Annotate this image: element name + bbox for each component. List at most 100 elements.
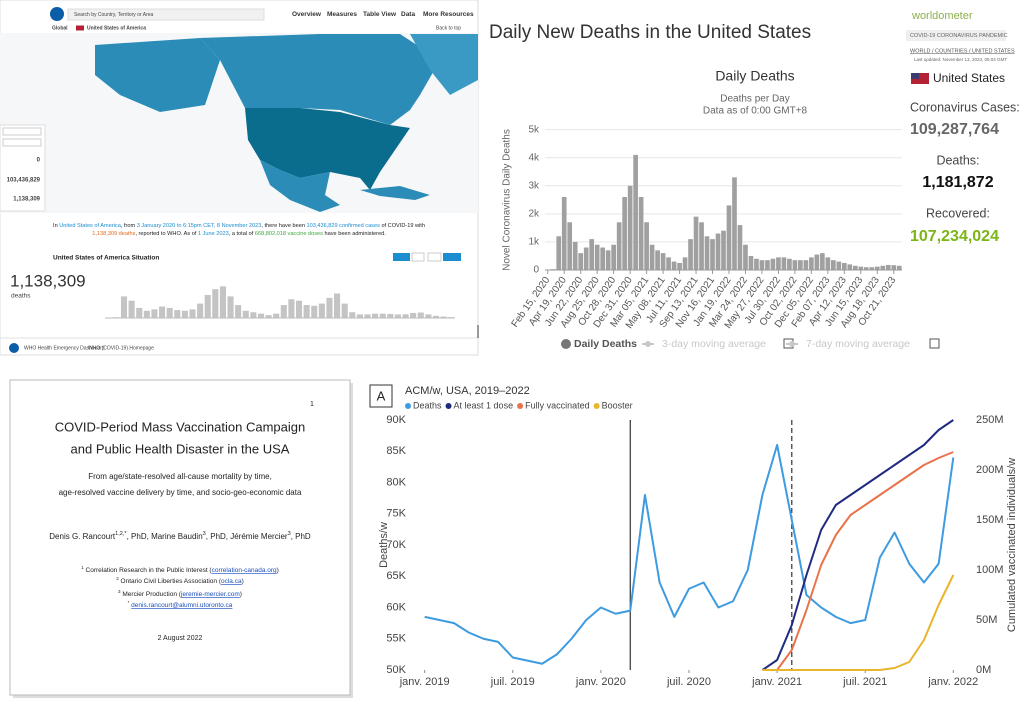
- bar: [394, 314, 401, 318]
- bar: [561, 197, 567, 270]
- chart-title: Daily Deaths: [715, 68, 794, 84]
- y-axis-label: Deaths/w: [378, 522, 390, 568]
- bar: [578, 253, 584, 270]
- paper-title: COVID-Period Mass Vaccination Campaign: [55, 419, 305, 434]
- toggle[interactable]: [443, 253, 461, 261]
- deaths: 1,181,872: [922, 174, 993, 191]
- legend-label[interactable]: Fully vaccinated: [525, 400, 590, 410]
- paper-authors: Denis G. Rancourt1,2,*, PhD, Marine Baud…: [49, 531, 311, 541]
- bar: [754, 258, 759, 270]
- legend-label[interactable]: At least 1 dose: [454, 400, 514, 410]
- legend-checkbox[interactable]: [929, 338, 940, 349]
- breadcrumb-global[interactable]: Global: [52, 25, 68, 31]
- bar: [831, 260, 836, 270]
- panel-label-box: [369, 384, 393, 408]
- back-to-top[interactable]: Back to top: [436, 25, 461, 31]
- map-alaska: [95, 38, 220, 112]
- bar: [410, 312, 417, 318]
- legend-label[interactable]: 3-day moving average: [662, 338, 766, 350]
- bar: [334, 293, 341, 318]
- footer-link[interactable]: WHO Health Emergency Dashboard: [24, 345, 105, 351]
- legend-label[interactable]: Daily Deaths: [574, 338, 637, 350]
- bar: [721, 230, 726, 270]
- panel-label: A: [377, 388, 386, 403]
- search-placeholder: Search by Country, Territory or Area: [74, 12, 154, 18]
- bar: [677, 262, 682, 270]
- logo: worldometer: [911, 10, 973, 22]
- bar: [666, 257, 671, 270]
- bar: [556, 236, 562, 270]
- legend-marker: [561, 339, 571, 349]
- text-run: 668,802,018 vaccine doses: [255, 231, 323, 237]
- y2-tick-label: 250M: [976, 414, 1004, 426]
- toggle[interactable]: [427, 252, 442, 262]
- breadcrumb-country[interactable]: United States of America: [87, 25, 146, 31]
- bar: [852, 265, 858, 270]
- bar: [770, 258, 776, 270]
- legend-marker: [593, 403, 600, 409]
- select[interactable]: [2, 138, 42, 147]
- bar: [809, 257, 814, 270]
- series-line: [424, 444, 955, 665]
- legend-label[interactable]: Booster: [602, 400, 633, 410]
- cases: 109,287,764: [910, 121, 999, 138]
- flag: [76, 25, 84, 31]
- nav-item[interactable]: Table View: [363, 11, 397, 18]
- bar: [589, 239, 595, 270]
- chart-title: ACM/w, USA, 2019–2022: [405, 385, 530, 397]
- nav-item[interactable]: Overview: [292, 11, 322, 18]
- bar: [655, 250, 660, 270]
- bar: [295, 300, 303, 318]
- y-tick-label: 0: [533, 265, 539, 276]
- y-tick-label: 55K: [386, 633, 406, 645]
- footer-link[interactable]: WHO (COVID-19) Homepage: [88, 345, 154, 351]
- bar: [671, 261, 677, 270]
- flag-canton: [911, 73, 919, 79]
- select[interactable]: [2, 127, 42, 136]
- bar: [792, 260, 798, 270]
- y-tick-label: 80K: [386, 476, 406, 488]
- nav-item[interactable]: Data: [401, 11, 415, 18]
- y2-tick-label: 200M: [976, 464, 1004, 476]
- bar: [798, 260, 803, 270]
- map-greenland: [410, 34, 478, 95]
- bar: [781, 257, 787, 270]
- x-tick-label: janv. 2020: [575, 676, 626, 688]
- text-run: ): [240, 591, 242, 598]
- text-run: , PhD, Marine Baudin: [127, 532, 203, 541]
- bar: [710, 239, 715, 270]
- search-box[interactable]: [67, 8, 265, 21]
- text-run: In: [53, 223, 59, 229]
- bar: [787, 258, 792, 270]
- y-tick-label: 5k: [528, 124, 540, 135]
- deaths-label: Deaths:: [936, 153, 979, 167]
- bar: [567, 222, 573, 270]
- link[interactable]: correlation-canada.org: [212, 567, 277, 574]
- legend-label[interactable]: 7-day moving average: [806, 338, 910, 350]
- link[interactable]: denis.rancourt@alumni.utoronto.ca: [131, 602, 233, 609]
- link[interactable]: ocla.ca: [221, 578, 242, 585]
- link[interactable]: jeremie-mercier.com: [180, 591, 240, 598]
- bar: [250, 312, 257, 318]
- bar: [688, 239, 693, 270]
- bar: [227, 296, 234, 318]
- nav-item[interactable]: More Resources: [423, 11, 474, 18]
- bar: [611, 244, 616, 270]
- text-run: 103,436,829 confirmed cases: [307, 223, 381, 229]
- bar: [440, 316, 447, 318]
- bar: [743, 244, 748, 270]
- x-tick-label: juil. 2019: [490, 676, 535, 688]
- legend-label[interactable]: Deaths: [413, 400, 442, 410]
- bar: [387, 313, 394, 318]
- bar: [726, 205, 732, 270]
- bar: [682, 257, 688, 270]
- bar: [425, 314, 432, 318]
- toggle[interactable]: [411, 252, 425, 262]
- breadcrumb[interactable]: WORLD / COUNTRIES / UNITED STATES: [910, 48, 1015, 54]
- y2-axis-label: Cumulated vaccinated individuals/w: [1006, 458, 1018, 632]
- bar: [732, 177, 737, 270]
- legend-marker: [517, 403, 524, 409]
- nav-item[interactable]: Measures: [327, 11, 357, 18]
- toggle[interactable]: [393, 253, 410, 261]
